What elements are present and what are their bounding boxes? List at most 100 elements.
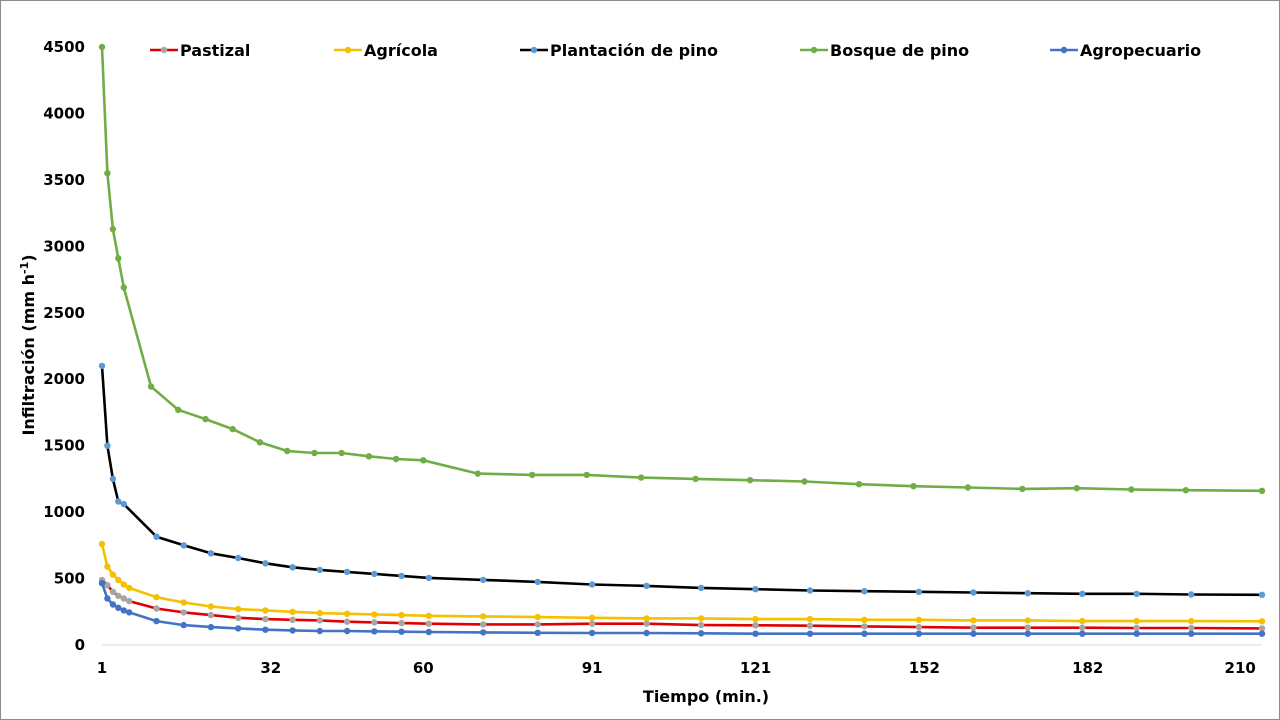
data-point bbox=[104, 582, 111, 589]
data-point bbox=[153, 617, 160, 625]
legend-label: Agropecuario bbox=[1080, 41, 1201, 60]
data-point bbox=[207, 603, 215, 610]
data-point bbox=[398, 611, 405, 619]
data-point bbox=[98, 580, 106, 587]
data-point bbox=[115, 592, 122, 599]
data-point bbox=[229, 425, 236, 433]
data-point bbox=[970, 630, 977, 637]
data-point bbox=[697, 615, 705, 622]
data-point bbox=[752, 586, 759, 593]
data-point bbox=[343, 618, 351, 625]
legend-item-4: Bosque de pino bbox=[800, 41, 969, 60]
data-point bbox=[262, 560, 269, 567]
data-point bbox=[180, 609, 187, 616]
data-point bbox=[806, 622, 814, 629]
legend-label: Plantación de pino bbox=[550, 41, 718, 60]
data-point bbox=[855, 481, 863, 488]
y-tick-label: 4500 bbox=[43, 38, 85, 56]
data-point bbox=[180, 621, 187, 629]
data-point bbox=[588, 620, 596, 627]
data-point bbox=[207, 611, 215, 619]
data-point bbox=[806, 630, 814, 637]
data-point bbox=[262, 607, 269, 614]
data-point bbox=[970, 624, 977, 631]
data-point bbox=[371, 619, 378, 626]
data-point bbox=[262, 615, 269, 623]
data-point bbox=[425, 620, 432, 627]
data-point bbox=[1133, 617, 1140, 625]
data-point bbox=[1188, 624, 1195, 632]
data-point bbox=[98, 540, 106, 548]
x-tick-label: 91 bbox=[582, 659, 603, 677]
data-point bbox=[316, 627, 323, 635]
y-axis-title-sup: -1 bbox=[18, 262, 31, 274]
legend-marker bbox=[1060, 46, 1068, 54]
series-5 bbox=[98, 580, 1266, 637]
data-point bbox=[311, 449, 318, 457]
data-point bbox=[1188, 617, 1195, 625]
legend-label: Pastizal bbox=[180, 41, 250, 60]
y-tick-label: 1000 bbox=[43, 503, 85, 521]
data-point bbox=[371, 611, 378, 618]
data-point bbox=[1024, 630, 1032, 637]
data-point bbox=[1258, 618, 1266, 625]
data-point bbox=[1182, 487, 1190, 494]
data-point bbox=[1258, 630, 1266, 637]
data-point bbox=[1133, 590, 1140, 597]
data-point bbox=[398, 572, 405, 580]
data-point bbox=[1024, 624, 1032, 631]
data-point bbox=[126, 597, 133, 605]
data-point bbox=[583, 471, 590, 479]
data-point bbox=[1024, 590, 1032, 597]
data-point bbox=[256, 439, 264, 446]
legend-marker bbox=[344, 46, 352, 54]
series-1 bbox=[98, 576, 1266, 632]
legend-label: Agrícola bbox=[364, 41, 438, 60]
data-point bbox=[104, 563, 111, 570]
data-point bbox=[180, 542, 187, 549]
data-point bbox=[534, 621, 541, 628]
data-point bbox=[425, 628, 432, 636]
legend-marker bbox=[160, 46, 168, 54]
y-tick-label: 0 bbox=[75, 636, 85, 654]
data-point bbox=[910, 483, 917, 490]
data-point bbox=[120, 595, 128, 602]
data-point bbox=[474, 470, 481, 477]
data-point bbox=[480, 576, 487, 584]
y-axis-title: Infiltración (mm h-1) bbox=[18, 254, 38, 435]
legend-item-3: Plantación de pino bbox=[520, 41, 718, 60]
data-point bbox=[915, 623, 923, 631]
data-point bbox=[262, 626, 269, 633]
data-point bbox=[316, 617, 323, 624]
data-point bbox=[752, 630, 759, 637]
data-point bbox=[235, 605, 242, 613]
data-point bbox=[207, 623, 215, 631]
data-point bbox=[98, 362, 106, 370]
legend: Pastizal Agrícola Plantación de pino Bosque… bbox=[150, 41, 1201, 60]
data-point bbox=[289, 616, 296, 623]
data-point bbox=[120, 581, 128, 588]
data-point bbox=[289, 627, 296, 634]
data-point bbox=[104, 595, 111, 602]
data-point bbox=[692, 475, 699, 483]
data-point bbox=[861, 623, 868, 630]
data-point bbox=[425, 612, 432, 619]
data-point bbox=[289, 564, 296, 571]
data-point bbox=[1079, 617, 1086, 625]
data-point bbox=[1133, 630, 1140, 637]
data-point bbox=[643, 615, 650, 622]
data-point bbox=[371, 570, 378, 578]
data-point bbox=[175, 406, 182, 413]
data-point bbox=[752, 622, 759, 629]
data-point bbox=[1024, 617, 1032, 624]
data-point bbox=[153, 533, 160, 540]
data-point bbox=[480, 613, 487, 620]
data-point bbox=[1073, 485, 1081, 492]
data-point bbox=[98, 43, 106, 51]
data-point bbox=[861, 588, 868, 595]
data-point bbox=[109, 601, 117, 608]
y-tick-label: 4000 bbox=[43, 104, 85, 122]
y-axis-title-end: ) bbox=[19, 254, 38, 261]
